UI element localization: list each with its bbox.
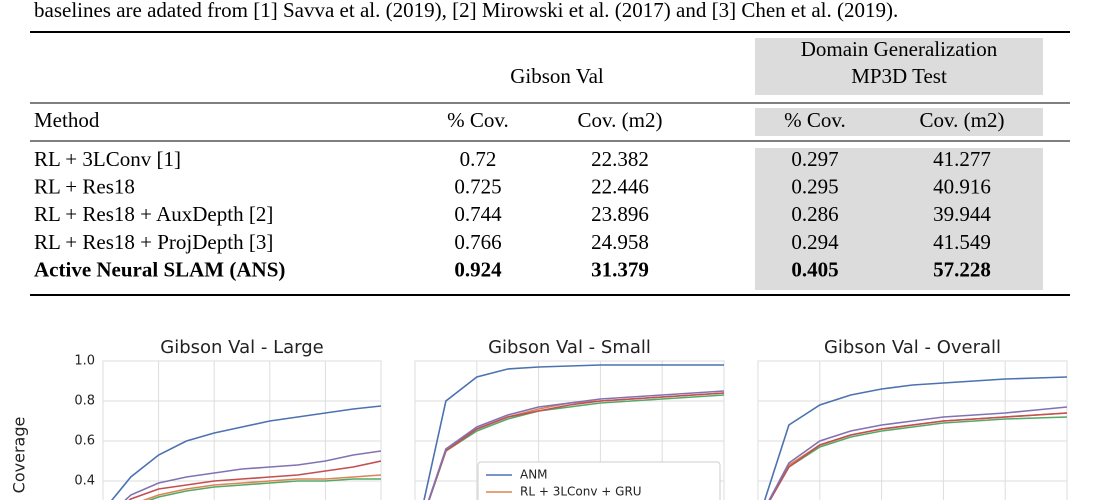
- legend: [477, 461, 721, 500]
- series-line: [428, 394, 724, 500]
- value-cell: 24.958: [591, 230, 649, 254]
- column-header: % Cov.: [784, 108, 846, 132]
- chart-title: Gibson Val - Overall: [824, 337, 1001, 358]
- column-header: Method: [34, 108, 100, 132]
- value-cell: 0.297: [791, 147, 838, 171]
- value-cell: 39.944: [933, 202, 991, 226]
- series-line: [769, 412, 1067, 500]
- value-cell: 0.72: [460, 147, 497, 171]
- method-cell: RL + Res18 + AuxDepth [2]: [34, 202, 273, 226]
- value-cell: 0.725: [454, 175, 501, 199]
- group-header: Domain Generalization: [801, 37, 998, 61]
- chart-title: Gibson Val - Large: [160, 337, 323, 358]
- value-cell: 31.379: [591, 258, 649, 282]
- series-line: [769, 416, 1067, 500]
- y-tick-label: 1.0: [74, 354, 95, 369]
- y-tick-label: 0.8: [74, 394, 95, 409]
- value-cell: 22.382: [591, 147, 649, 171]
- column-header: Cov. (m2): [920, 108, 1005, 132]
- method-cell: Active Neural SLAM (ANS): [34, 258, 285, 282]
- plot-area: [757, 360, 1068, 500]
- value-cell: 0.766: [454, 230, 501, 254]
- plot-area: [102, 360, 382, 500]
- y-tick-label: 0.4: [74, 474, 95, 489]
- series-line: [142, 474, 381, 500]
- series-line: [763, 376, 1067, 500]
- value-cell: 41.277: [933, 147, 991, 171]
- group-header: Gibson Val: [510, 64, 604, 88]
- series-line: [427, 390, 724, 500]
- legend-label: ANM: [520, 468, 548, 482]
- caption: baselines are adated from [1] Savva et a…: [34, 0, 898, 22]
- value-cell: 57.228: [933, 258, 991, 282]
- value-cell: 0.744: [454, 202, 502, 226]
- method-cell: RL + 3LConv [1]: [34, 147, 181, 171]
- method-cell: RL + Res18 + ProjDepth [3]: [34, 230, 273, 254]
- value-cell: 40.916: [933, 175, 991, 199]
- value-cell: 0.294: [791, 230, 839, 254]
- series-line: [128, 460, 381, 500]
- chart-title: Gibson Val - Small: [488, 337, 651, 358]
- column-header: Cov. (m2): [578, 108, 663, 132]
- value-cell: 41.549: [933, 230, 991, 254]
- series-line: [124, 450, 381, 500]
- series-line: [147, 478, 381, 500]
- column-header: % Cov.: [447, 108, 509, 132]
- group-header: MP3D Test: [851, 64, 947, 88]
- header-shade: [755, 38, 1043, 95]
- header-shade: [755, 108, 1043, 136]
- series-line: [428, 392, 724, 500]
- legend-label: RL + 3LConv + GRU: [520, 485, 642, 499]
- series-line: [423, 364, 724, 500]
- method-cell: RL + Res18: [34, 175, 135, 199]
- body-shade: [755, 148, 1043, 290]
- value-cell: 0.924: [454, 258, 502, 282]
- series-line: [768, 406, 1067, 500]
- y-axis-label: Coverage: [10, 417, 29, 494]
- value-cell: 0.295: [791, 175, 838, 199]
- series-line: [110, 405, 381, 500]
- value-cell: 22.446: [591, 175, 649, 199]
- value-cell: 23.896: [591, 202, 649, 226]
- value-cell: 0.286: [791, 202, 838, 226]
- y-tick-label: 0.6: [74, 434, 95, 449]
- value-cell: 0.405: [791, 258, 838, 282]
